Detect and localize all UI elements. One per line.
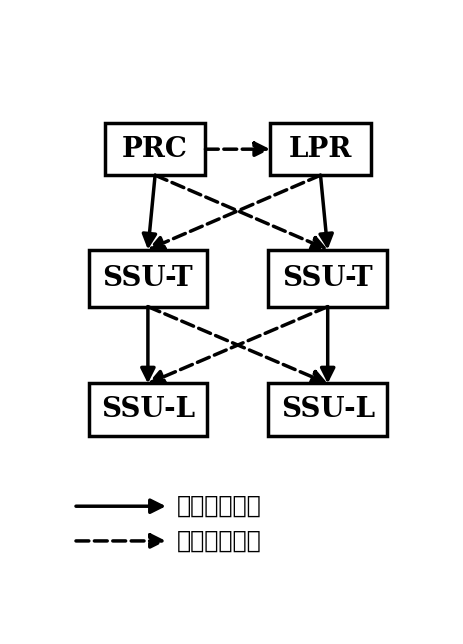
FancyBboxPatch shape (268, 383, 386, 435)
Text: PRC: PRC (122, 136, 188, 163)
Text: SSU-T: SSU-T (282, 265, 372, 292)
FancyBboxPatch shape (269, 123, 370, 175)
Text: 主用定时基准: 主用定时基准 (176, 494, 261, 518)
FancyBboxPatch shape (88, 250, 207, 307)
Text: 备用定时基准: 备用定时基准 (176, 529, 261, 553)
FancyBboxPatch shape (88, 383, 207, 435)
Text: SSU-T: SSU-T (102, 265, 193, 292)
Text: LPR: LPR (288, 136, 351, 163)
Text: SSU-L: SSU-L (280, 396, 374, 423)
Text: SSU-L: SSU-L (100, 396, 194, 423)
FancyBboxPatch shape (105, 123, 205, 175)
FancyBboxPatch shape (268, 250, 386, 307)
